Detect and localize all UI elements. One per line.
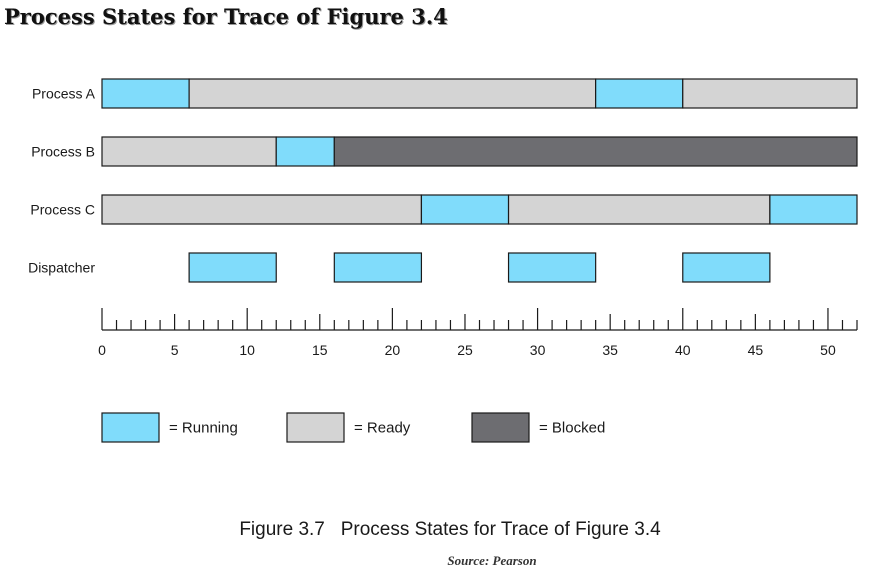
legend-label: = Ready [354,420,411,437]
segment-running [188,252,277,283]
segment-ready [101,136,277,167]
row-process-c: Process C [30,194,858,225]
tick-label: 45 [748,342,764,358]
row-label: Process A [32,86,96,102]
row-label: Dispatcher [28,260,95,276]
tick-label: 15 [312,342,328,358]
segment-running [420,194,510,225]
segment-ready [188,78,597,109]
segment-ready [682,78,858,109]
tick-label: 20 [385,342,401,358]
tick-label: 35 [602,342,618,358]
row-label: Process B [31,144,95,160]
segment-blocked [333,136,858,167]
segment-running [101,78,190,109]
process-rows: Process A Process B Process C Dispatcher [28,78,858,283]
tick-label: 40 [675,342,691,358]
legend-item-ready: = Ready [286,412,411,443]
tick-label: 25 [457,342,473,358]
segment-running [682,252,771,283]
legend-swatch-blocked [471,412,530,443]
segment-running [769,194,858,225]
segment-running [595,78,684,109]
segment-running [275,136,335,167]
tick-label: 0 [98,342,106,358]
segment-running [507,252,597,283]
row-process-a: Process A [32,78,858,109]
row-dispatcher: Dispatcher [28,252,771,283]
legend-label: = Blocked [539,420,605,437]
legend-item-running: = Running [101,412,238,443]
tick-label: 5 [171,342,179,358]
row-process-b: Process B [31,136,858,167]
legend: = Running = Ready = Blocked [101,412,605,443]
time-axis: 0 5 10 15 20 25 30 35 40 45 50 [98,308,858,358]
segment-ready [101,194,423,225]
legend-swatch-ready [286,412,345,443]
legend-label: = Running [169,420,238,437]
legend-swatch-running [101,412,160,443]
segment-ready [507,194,771,225]
figure-caption: Figure 3.7 Process States for Trace of F… [239,519,661,540]
tick-label: 30 [530,342,546,358]
figure-source: Source: Pearson [447,553,537,568]
row-label: Process C [30,202,95,218]
segment-running [333,252,423,283]
tick-label: 50 [820,342,836,358]
page-title: Process States for Trace of Figure 3.4 [4,4,448,29]
legend-item-blocked: = Blocked [471,412,605,443]
tick-label: 10 [239,342,255,358]
